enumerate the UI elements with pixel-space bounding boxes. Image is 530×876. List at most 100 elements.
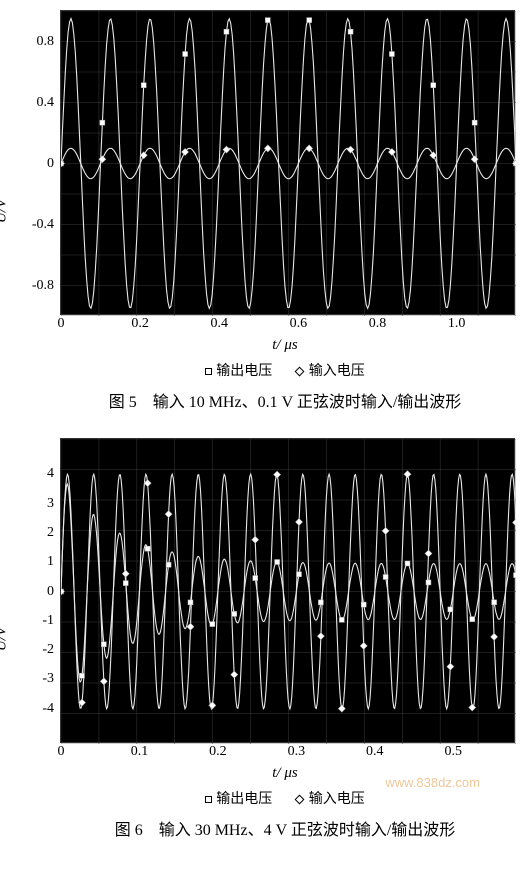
square-marker-icon [205,796,212,803]
chart-5-plot-area: -0.8-0.400.40.8 00.20.40.60.81.0 [60,10,515,315]
square-marker [141,83,146,88]
y-tick: 0 [19,156,54,172]
y-tick: 1 [19,554,54,570]
square-marker [275,560,280,565]
diamond-marker [382,527,389,534]
x-tick: 0.4 [211,316,229,332]
square-marker [348,29,353,34]
diamond-marker [99,156,106,163]
diamond-marker-icon [294,367,304,377]
y-tick: -0.8 [19,278,54,294]
square-marker [296,572,301,577]
diamond-marker-icon [294,795,304,805]
chart-6-legend: 输出电压 输入电压 [60,788,510,808]
square-marker [265,18,270,23]
square-marker [166,562,171,567]
diamond-marker [512,519,516,526]
x-tick: 0.2 [209,744,227,760]
chart-5-x-axis: 0 0.2 0.4 0.6 0.8 1.0 [61,316,514,336]
chart-6-container: U/V -4-3-2-101234 00.10.20.30.40.5 t/ μs… [60,438,510,840]
square-marker [492,600,497,605]
square-marker [307,18,312,23]
legend-output: 输出电压 [205,360,272,380]
y-tick: 3 [19,496,54,512]
x-tick: 0.2 [131,316,149,332]
x-tick: 0.4 [366,744,384,760]
y-tick: -1 [19,613,54,629]
diamond-marker [471,156,478,163]
x-tick: 0 [58,744,65,760]
y-tick: 2 [19,525,54,541]
square-marker [431,83,436,88]
square-marker [318,600,323,605]
x-tick: 0.1 [131,744,149,760]
chart-5-x-label: t/ μs [60,337,510,354]
square-marker [405,561,410,566]
square-marker [426,580,431,585]
square-marker [123,581,128,586]
square-marker [389,52,394,57]
y-tick: -0.4 [19,217,54,233]
square-marker [232,611,237,616]
y-tick: -2 [19,642,54,658]
chart-6-y-label: U/V [0,627,11,651]
diamond-marker [425,550,432,557]
y-tick: 0 [19,584,54,600]
square-marker [145,546,150,551]
chart-5-y-label: U/V [0,199,11,223]
y-tick: -3 [19,671,54,687]
square-marker [448,607,453,612]
diamond-marker [338,705,345,712]
square-marker [514,573,517,578]
diamond-marker [231,671,238,678]
square-marker [253,576,258,581]
diamond-marker [469,704,476,711]
x-tick: 1.0 [448,316,466,332]
legend-output-label: 输出电压 [216,364,272,379]
diamond-marker [430,152,437,159]
chart-5-container: U/V -0.8-0.400.40.8 00.20.40.60.81.0 t/ … [60,10,510,412]
legend-output: 输出电压 [205,788,272,808]
diamond-marker [404,471,411,478]
chart-6-x-label: t/ μs [60,765,510,782]
y-tick: 0.8 [19,34,54,50]
diamond-marker [165,511,172,518]
chart-6-x-axis: 0 0.1 0.2 0.3 0.4 0.5 [61,744,514,764]
y-tick: -4 [19,701,54,717]
diamond-marker [252,536,259,543]
diamond-marker [140,152,147,159]
diamond-marker [274,471,281,478]
square-marker [383,574,388,579]
diamond-marker [122,570,129,577]
square-marker [100,120,105,125]
x-tick: 0 [58,316,65,332]
x-tick: 0.5 [444,744,462,760]
y-tick: 0.4 [19,95,54,111]
legend-input-label: 输入电压 [309,364,365,379]
diamond-marker [295,518,302,525]
square-marker [79,673,84,678]
diamond-marker [491,633,498,640]
square-marker [339,617,344,622]
x-tick: 0.6 [290,316,308,332]
legend-input: 输入电压 [296,788,365,808]
x-tick: 0.8 [369,316,387,332]
diamond-marker [100,678,107,685]
x-tick: 0.3 [288,744,306,760]
legend-input-label: 输入电压 [309,792,365,807]
chart-6-y-axis: -4 -3 -2 -1 0 1 2 3 4 [21,439,56,742]
square-marker [188,600,193,605]
square-marker [101,642,106,647]
chart-6-caption: 图 6 输入 30 MHz、4 V 正弦波时输入/输出波形 [60,816,510,840]
square-marker [224,29,229,34]
chart-6-plot-area: -4-3-2-101234 00.10.20.30.40.5 [60,438,515,743]
chart-5-caption: 图 5 输入 10 MHz、0.1 V 正弦波时输入/输出波形 [60,388,510,412]
diamond-marker [317,633,324,640]
square-marker [210,622,215,627]
diamond-marker [187,623,194,630]
y-tick: 4 [19,466,54,482]
plot-svg [61,11,516,316]
diamond-marker [447,663,454,670]
legend-input: 输入电压 [296,360,365,380]
square-marker [183,52,188,57]
